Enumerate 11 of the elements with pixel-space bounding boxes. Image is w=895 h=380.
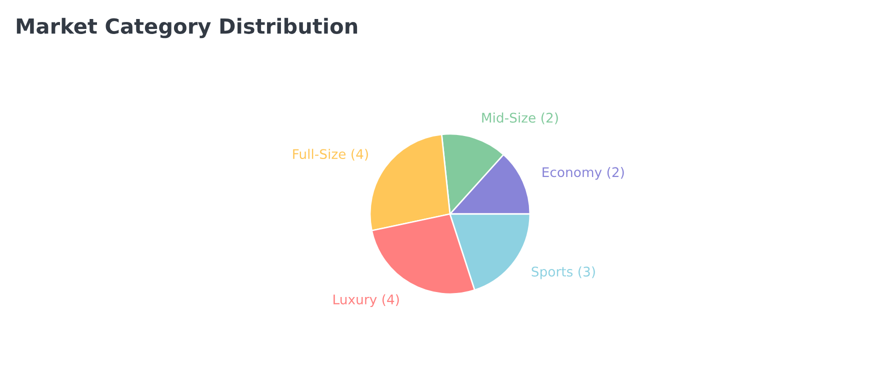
slice-label: Full-Size (293, 148, 346, 160)
chart-title: Market Category Distribution (16, 18, 358, 38)
data-label: (2) (541, 112, 558, 124)
slice-label: Sports (532, 266, 573, 280)
data-label: (3) (578, 266, 595, 278)
data-label: (4) (382, 294, 399, 306)
slice-label: Luxury (334, 294, 377, 307)
slice-label: Economy (542, 167, 602, 180)
slice-label: Mid-Size (482, 112, 536, 123)
data-label: (4) (352, 148, 368, 161)
data-label: (2) (607, 166, 624, 179)
